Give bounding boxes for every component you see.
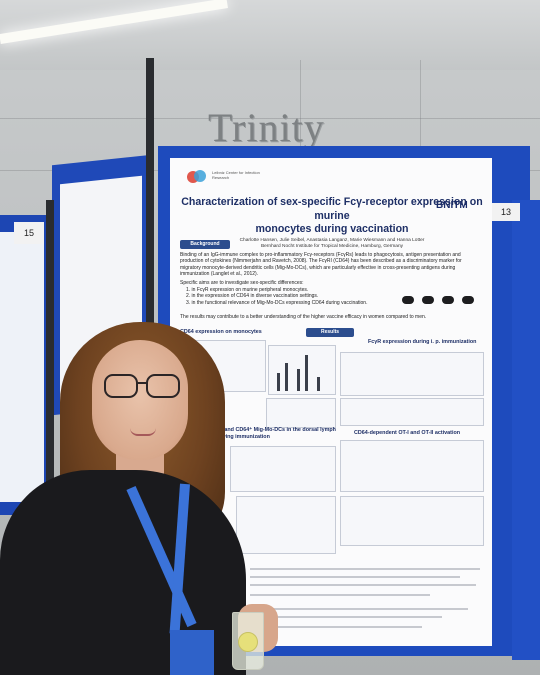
subheading-ot-activation: CD64-dependent OT-I and OT-II activation xyxy=(354,430,461,436)
aim-item: 3. in the functional relevance of Mig-Mo… xyxy=(186,299,368,306)
bnitm-logo: BNITM xyxy=(436,200,468,211)
person-smile xyxy=(130,428,156,436)
figure-bar xyxy=(285,363,288,391)
poster-title: Characterization of sex-specific Fcγ-rec… xyxy=(176,196,488,237)
text-line xyxy=(250,576,460,578)
figure-caption-box xyxy=(266,398,336,428)
section-results-header: Results xyxy=(306,328,354,337)
figure-lymph-node-bars xyxy=(236,496,336,554)
author-list: Charlotte Hansen, Julie Seibel, Anastasi… xyxy=(239,238,425,243)
poster-board-right xyxy=(512,200,540,660)
wall-panel-line xyxy=(420,60,421,160)
lemon-slice xyxy=(238,632,258,652)
poster-authors: Charlotte Hansen, Julie Seibel, Anastasi… xyxy=(180,238,484,250)
venue-sign: Trinity xyxy=(208,105,325,150)
person-face xyxy=(92,340,188,460)
figure-lymph-node-plots xyxy=(230,446,336,492)
figure-fcgr-panels xyxy=(340,352,484,396)
figure-bar xyxy=(305,355,308,391)
ceiling xyxy=(0,0,540,70)
poster-title-line1: Characterization of sex-specific Fcγ-rec… xyxy=(181,196,483,222)
aim-item: 2. in the expression of CD64 in diverse … xyxy=(186,293,319,300)
board-number-left: 15 xyxy=(14,222,44,244)
subheading-mig-mo-dcs: Cells and CD64⁺ Mig-Mo-DCs in the dorsal… xyxy=(210,427,336,440)
board-post xyxy=(46,200,54,520)
subheading-fcgr-immunization: FcγR expression during i. p. immunizatio… xyxy=(368,339,477,345)
section-background-header: Background xyxy=(180,240,230,249)
name-badge xyxy=(170,630,214,675)
board-post xyxy=(146,58,154,428)
aims-outro: The results may contribute to a better u… xyxy=(180,314,427,320)
figure-bar-chart xyxy=(268,345,336,395)
affiliation: Bernhard Nocht Institute for Tropical Me… xyxy=(260,244,404,249)
figure-bar xyxy=(317,377,320,391)
text-line xyxy=(250,568,480,570)
aim-item: 1. in FcγR expression on murine peripher… xyxy=(186,287,309,293)
text-line xyxy=(250,584,476,586)
text-line xyxy=(272,626,422,628)
figure-bar xyxy=(297,369,300,391)
board-number: 13 xyxy=(492,203,520,221)
text-line xyxy=(250,594,430,596)
text-line xyxy=(272,608,468,610)
institute-logo-text: Leibniz Center for Infection Research xyxy=(212,170,260,180)
poster-title-line2: monocytes during vaccination xyxy=(255,223,409,235)
aims-list: 1. in FcγR expression on murine peripher… xyxy=(186,287,386,306)
glasses-left-lens xyxy=(104,374,138,398)
poster-left-paper xyxy=(0,232,44,502)
mouse-icons xyxy=(402,296,474,304)
wall-panel-line xyxy=(0,118,540,119)
figure-bar xyxy=(277,373,280,391)
glasses-bridge xyxy=(138,382,146,384)
subheading-cd64-monocytes: CD64 expression on monocytes xyxy=(180,329,262,335)
figure-caption-box-right xyxy=(340,398,484,426)
figure-ot-activation xyxy=(340,440,484,492)
figure-ot-bars xyxy=(340,496,484,546)
institute-logo-icon xyxy=(187,170,206,183)
background-text: Binding of an IgG-immune complex to pro-… xyxy=(180,252,462,278)
aims-intro: Specific aims are to investigate sex-spe… xyxy=(180,280,304,286)
glasses-right-lens xyxy=(146,374,180,398)
wall-panel-line xyxy=(300,60,301,160)
text-line xyxy=(272,616,442,618)
